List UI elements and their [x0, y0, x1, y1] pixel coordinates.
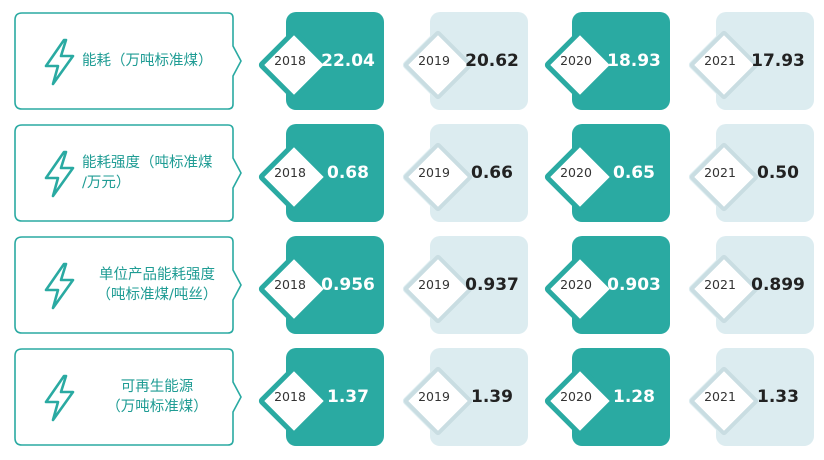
year-label: 2021	[704, 389, 736, 404]
metric-value: 0.956	[321, 275, 375, 295]
year-label: 2019	[418, 389, 450, 404]
year-label: 2020	[560, 53, 592, 68]
metric-value: 1.39	[471, 387, 513, 407]
year-label: 2021	[704, 165, 736, 180]
metric-label: 可再生能源 （万吨标准煤）	[82, 348, 232, 446]
metric-value: 0.66	[471, 163, 513, 183]
year-label: 2019	[418, 277, 450, 292]
year-label: 2019	[418, 53, 450, 68]
year-label: 2020	[560, 389, 592, 404]
metric-label: 能耗强度（吨标准煤/万元）	[82, 124, 232, 222]
metric-label-line: /万元）	[82, 175, 131, 191]
metric-value: 20.62	[465, 51, 519, 71]
metric-value: 0.903	[607, 275, 661, 295]
year-label: 2021	[704, 53, 736, 68]
year-label: 2018	[274, 53, 306, 68]
metric-label: 能耗（万吨标准煤）	[82, 12, 232, 110]
lightning-bolt-icon	[44, 374, 75, 422]
metric-value: 0.899	[751, 275, 805, 295]
metric-row: 能耗强度（吨标准煤/万元） 2018 0.68 2019 0.66 2020 0.65 202…	[0, 124, 824, 224]
metric-label-line: （吨标准煤/吨丝）	[96, 287, 218, 303]
metric-label-card: 能耗（万吨标准煤）	[14, 12, 242, 110]
metric-value: 0.50	[757, 163, 799, 183]
metric-label-line: （万吨标准煤）	[106, 399, 208, 415]
lightning-bolt-icon	[44, 150, 75, 198]
year-label: 2018	[274, 389, 306, 404]
metric-value: 17.93	[751, 51, 805, 71]
lightning-bolt-icon	[44, 38, 75, 86]
metric-value: 1.28	[613, 387, 655, 407]
metric-label-line: 单位产品能耗强度	[99, 267, 215, 283]
year-label: 2018	[274, 277, 306, 292]
metric-label-line: 可再生能源	[120, 379, 194, 395]
year-label: 2020	[560, 165, 592, 180]
metric-value: 22.04	[321, 51, 375, 71]
metric-value: 1.33	[757, 387, 799, 407]
year-label: 2018	[274, 165, 306, 180]
lightning-bolt-icon	[44, 262, 75, 310]
metric-value: 0.65	[613, 163, 655, 183]
year-label: 2019	[418, 165, 450, 180]
metric-row: 可再生能源 （万吨标准煤） 2018 1.37 2019 1.39 2020 1.28 2021…	[0, 348, 824, 448]
metric-label-card: 单位产品能耗强度 （吨标准煤/吨丝）	[14, 236, 242, 334]
metric-row: 能耗（万吨标准煤） 2018 22.04 2019 20.62 2020 18.93 2021…	[0, 12, 824, 112]
metric-label-line: 能耗强度（吨标准煤	[82, 155, 213, 171]
metric-label: 单位产品能耗强度 （吨标准煤/吨丝）	[82, 236, 232, 334]
year-label: 2020	[560, 277, 592, 292]
metric-row: 单位产品能耗强度 （吨标准煤/吨丝） 2018 0.956 2019 0.937 2020 0…	[0, 236, 824, 336]
metric-label-card: 能耗强度（吨标准煤/万元）	[14, 124, 242, 222]
metric-value: 0.68	[327, 163, 369, 183]
metric-value: 18.93	[607, 51, 661, 71]
metric-value: 0.937	[465, 275, 519, 295]
metric-label-line: 能耗（万吨标准煤）	[82, 53, 213, 69]
metric-label-card: 可再生能源 （万吨标准煤）	[14, 348, 242, 446]
year-label: 2021	[704, 277, 736, 292]
metric-value: 1.37	[327, 387, 369, 407]
